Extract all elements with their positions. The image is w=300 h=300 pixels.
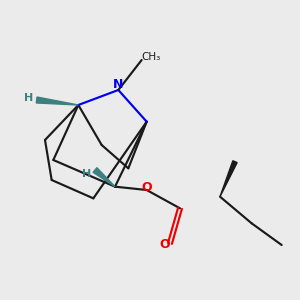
Text: CH₃: CH₃	[142, 52, 161, 62]
Text: O: O	[141, 181, 152, 194]
Text: N: N	[113, 78, 124, 91]
Polygon shape	[220, 161, 237, 197]
Text: H: H	[24, 93, 33, 103]
Text: H: H	[82, 169, 91, 179]
Polygon shape	[36, 97, 78, 105]
Polygon shape	[93, 168, 115, 187]
Text: O: O	[160, 238, 170, 251]
